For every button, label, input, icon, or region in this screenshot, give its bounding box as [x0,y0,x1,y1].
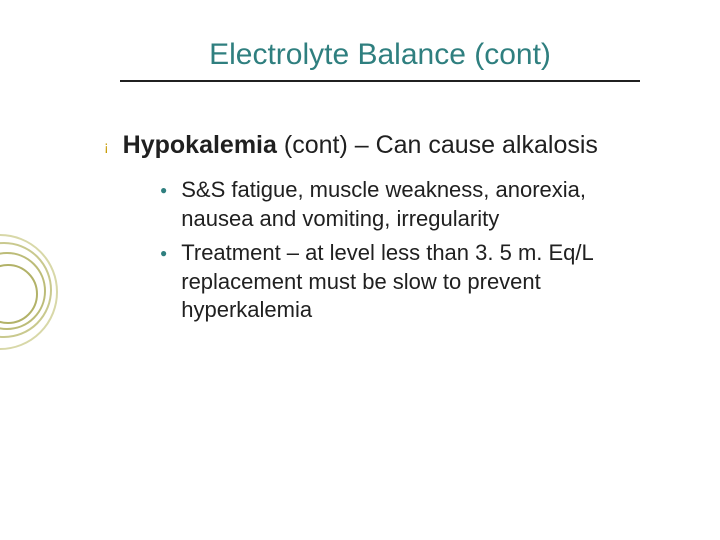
level2-text: S&S fatigue, muscle weakness, anorexia, … [181,176,656,233]
level1-text: Hypokalemia (cont) – Can cause alkalosis [123,130,598,161]
content-area: ¡ Hypokalemia (cont) – Can cause alkalos… [104,130,656,325]
bullet-level1: ¡ Hypokalemia (cont) – Can cause alkalos… [104,130,656,162]
slide-title: Electrolyte Balance (cont) [120,38,640,72]
dot-icon: ● [160,239,167,267]
level2-list: ● S&S fatigue, muscle weakness, anorexia… [160,176,656,325]
level2-text: Treatment – at level less than 3. 5 m. E… [181,239,656,325]
title-underline [120,80,640,82]
bullet-level2: ● Treatment – at level less than 3. 5 m.… [160,239,656,325]
title-block: Electrolyte Balance (cont) [120,38,640,82]
bullet-level2: ● S&S fatigue, muscle weakness, anorexia… [160,176,656,233]
slide: Electrolyte Balance (cont) ¡ Hypokalemia… [0,0,720,540]
level1-rest: (cont) – Can cause alkalosis [277,131,598,159]
level1-bold: Hypokalemia [123,131,277,159]
dot-icon: ● [160,176,167,204]
corner-ornament [0,234,58,350]
open-circle-icon: ¡ [104,130,109,162]
